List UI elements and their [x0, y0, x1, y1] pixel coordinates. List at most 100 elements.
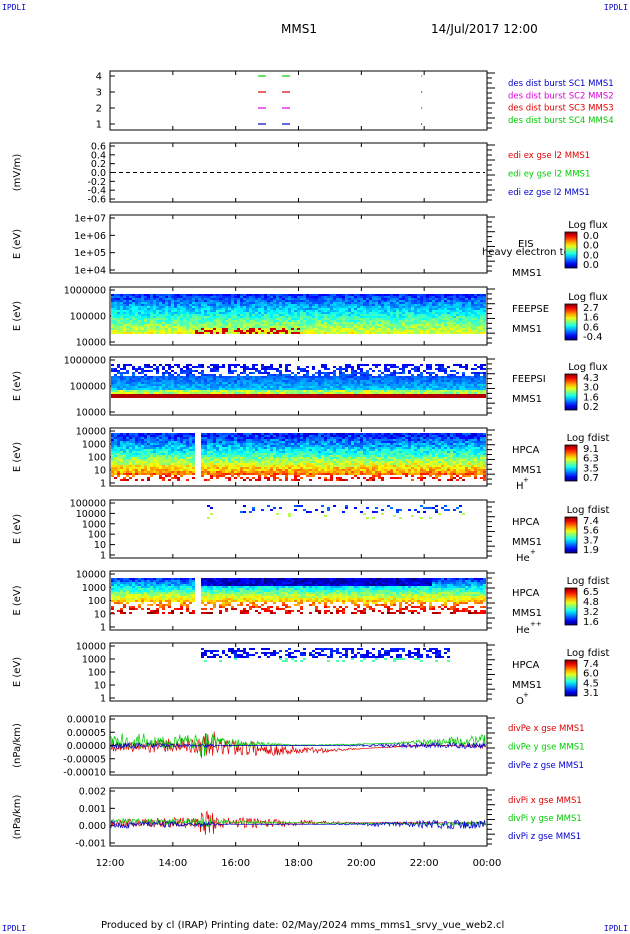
panel-feepse-cell	[453, 306, 456, 308]
panel-feepse-cell	[144, 324, 147, 326]
panel-feepse-cell	[291, 298, 294, 300]
panel-feepse-cell	[456, 330, 459, 332]
panel-feepse-cell	[255, 330, 258, 332]
panel-feepsi-cell	[480, 366, 483, 368]
panel-feepse-cell	[288, 314, 291, 316]
panel-feepse-cell	[162, 332, 165, 334]
panel-feepse-cell	[264, 304, 267, 306]
panel-feepse-cell	[372, 326, 375, 328]
panel-feepse-cell	[327, 316, 330, 318]
panel-feepsi-cell	[273, 378, 276, 380]
panel-feepsi-cell	[255, 380, 258, 382]
panel-feepsi-cell	[123, 388, 126, 390]
panel-feepse-cell	[375, 308, 378, 310]
panel-feepse-cell	[453, 294, 456, 296]
panel-feepsi-cell	[117, 364, 120, 366]
panel-feepse-cell	[378, 294, 381, 296]
panel-feepse-cell	[213, 328, 216, 330]
panel-feepsi-cell	[417, 368, 420, 370]
panel-feepse-cell	[366, 328, 369, 330]
panel-feepse-cell	[393, 328, 396, 330]
panel-feepsi-cell	[111, 370, 114, 372]
panel-feepse-cell	[258, 310, 261, 312]
panel-feepse-cell	[381, 320, 384, 322]
panel-feepsi-cell	[408, 380, 411, 382]
panel-feepsi-cell	[270, 396, 273, 398]
panel-feepse-cell	[276, 324, 279, 326]
panel-feepsi-cell	[429, 384, 432, 386]
panel-feepse-cell	[174, 296, 177, 298]
panel-feepse-cell	[240, 326, 243, 328]
panel-feepsi-cell	[381, 394, 384, 396]
panel-feepse-cell	[378, 316, 381, 318]
panel-feepse-cell	[297, 324, 300, 326]
panel-feepsi-cell	[171, 390, 174, 392]
panel-feepse-cell	[417, 296, 420, 298]
panel-feepsi-cell	[414, 388, 417, 390]
panel-feepsi-cell	[243, 394, 246, 396]
panel-feepse-cell	[471, 294, 474, 296]
panel-feepsi-cell	[393, 388, 396, 390]
panel-feepsi-cell	[273, 380, 276, 382]
panel-feepse-cell	[162, 328, 165, 330]
panel-feepse-cell	[204, 310, 207, 312]
panel-feepse-cell	[480, 296, 483, 298]
panel-hpca-h-cell	[171, 437, 174, 439]
panel-feepse-cell	[111, 300, 114, 302]
panel-feepsi-cell	[432, 380, 435, 382]
panel-feepse-cell	[393, 322, 396, 324]
panel-feepse-cell	[414, 324, 417, 326]
panel-feepsi-cell	[207, 386, 210, 388]
panel-feepsi-cell	[312, 382, 315, 384]
panel-feepse-cell	[132, 298, 135, 300]
panel-feepse-cell	[171, 314, 174, 316]
panel-feepsi-cell	[267, 368, 270, 370]
panel-feepsi-cell	[240, 390, 243, 392]
panel-feepse-cell	[270, 322, 273, 324]
panel-feepsi-cell	[117, 378, 120, 380]
panel-feepse-cell	[138, 322, 141, 324]
panel-feepsi-cell	[375, 396, 378, 398]
panel-feepse-cell	[405, 312, 408, 314]
panel-feepse-cell	[213, 318, 216, 320]
panel-feepsi-cell	[366, 370, 369, 372]
panel-hpca-h-cell	[147, 441, 150, 443]
panel-feepse-cell	[153, 296, 156, 298]
panel-feepse-cell	[366, 324, 369, 326]
panel-feepse-cell	[312, 298, 315, 300]
panel-feepsi-cell	[216, 390, 219, 392]
panel-edi-legend-entry: edi ey gse l2 MMS1	[508, 170, 590, 180]
panel-hpca-h-cell	[135, 469, 138, 471]
panel-feepsi-cell	[372, 364, 375, 366]
panel-feepse-cell	[279, 324, 282, 326]
panel-feepse-cell	[399, 328, 402, 330]
panel-feepsi-cell	[483, 382, 486, 384]
panel-feepsi-cell	[114, 370, 117, 372]
panel-feepse-cell	[138, 328, 141, 330]
panel-feepse-cell	[360, 300, 363, 302]
panel-feepsi-cell	[393, 376, 396, 378]
panel-feepse-cell	[300, 316, 303, 318]
panel-feepse-cell	[249, 296, 252, 298]
panel-feepsi-cell	[297, 376, 300, 378]
panel-feepse-cell	[216, 316, 219, 318]
panel-feepse-cell	[432, 332, 435, 334]
panel-feepse-cell	[288, 318, 291, 320]
panel-feepse-cell	[195, 326, 198, 328]
panel-feepse-cell	[297, 326, 300, 328]
panel-feepse-cell	[465, 300, 468, 302]
panel-feepsi-cell	[123, 368, 126, 370]
panel-feepsi-cell	[168, 372, 171, 374]
panel-feepsi-cell	[132, 378, 135, 380]
panel-feepse-cell	[177, 322, 180, 324]
panel-feepsi-cell	[237, 396, 240, 398]
panel-feepse-cell	[357, 310, 360, 312]
panel-feepsi-cell	[177, 364, 180, 366]
panel-hpca-h-cell	[117, 437, 120, 439]
panel-feepsi-cell	[447, 384, 450, 386]
panel-feepsi-cell	[219, 382, 222, 384]
panel-feepsi-cell	[228, 388, 231, 390]
panel-feepsi-cell	[441, 386, 444, 388]
panel-feepsi-cell	[477, 366, 480, 368]
panel-feepsi-cell	[390, 384, 393, 386]
